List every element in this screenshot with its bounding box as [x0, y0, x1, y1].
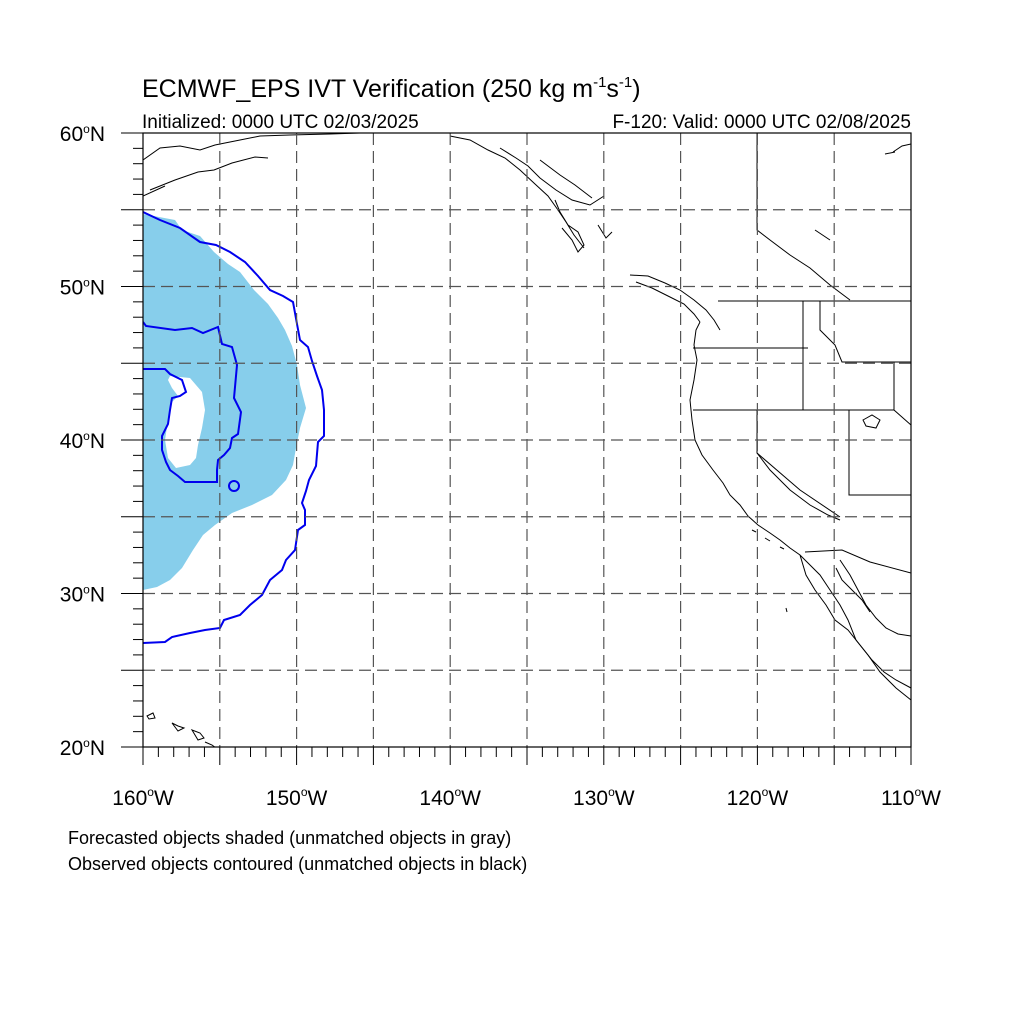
forecast-ivt-object	[143, 214, 306, 590]
footer-forecast-note: Forecasted objects shaded (unmatched obj…	[68, 828, 511, 848]
us-west-coast	[689, 321, 911, 701]
mexico-coast	[835, 567, 871, 613]
latitude-label: 40oN	[60, 429, 105, 453]
great-salt-lake	[862, 414, 881, 429]
map-title: ECMWF_EPS IVT Verification (250 kg m-1s-…	[142, 74, 641, 103]
longitude-label: 150oW	[266, 785, 328, 810]
latitude-label: 50oN	[60, 276, 105, 300]
coastlines-borders	[143, 133, 911, 747]
observed-outer-contour	[143, 211, 325, 644]
initialized-time: Initialized: 0000 UTC 02/03/2025	[142, 112, 419, 133]
latitude-label: 30oN	[60, 583, 105, 607]
valid-time: F-120: Valid: 0000 UTC 02/08/2025	[612, 112, 911, 133]
canada-province-lines	[756, 133, 851, 301]
longitude-labels: 160oW 150oW 140oW 130oW 120oW 110oW	[112, 785, 941, 810]
longitude-label: 130oW	[573, 785, 635, 810]
longitude-label: 160oW	[112, 785, 174, 810]
latitude-label: 20oN	[60, 736, 105, 760]
map-panel	[121, 132, 912, 765]
footer-observed-note: Observed objects contoured (unmatched ob…	[68, 854, 527, 874]
latitude-labels: 60oN 50oN 40oN 30oN 20oN	[60, 122, 105, 760]
longitude-label: 110oW	[881, 785, 941, 810]
tick-marks	[121, 132, 912, 765]
latitude-label: 60oN	[60, 122, 105, 146]
baja-california	[799, 554, 911, 689]
longitude-label: 120oW	[727, 785, 789, 810]
longitude-label: 140oW	[419, 785, 481, 810]
us-state-borders	[693, 301, 911, 574]
observed-small-contour	[228, 480, 240, 492]
british-columbia-coast	[629, 274, 721, 331]
alaska-coast	[143, 133, 911, 253]
nevada-line	[756, 452, 841, 521]
channel-islands	[751, 529, 788, 613]
hawaii-islands	[146, 712, 216, 747]
gridlines	[143, 133, 911, 747]
